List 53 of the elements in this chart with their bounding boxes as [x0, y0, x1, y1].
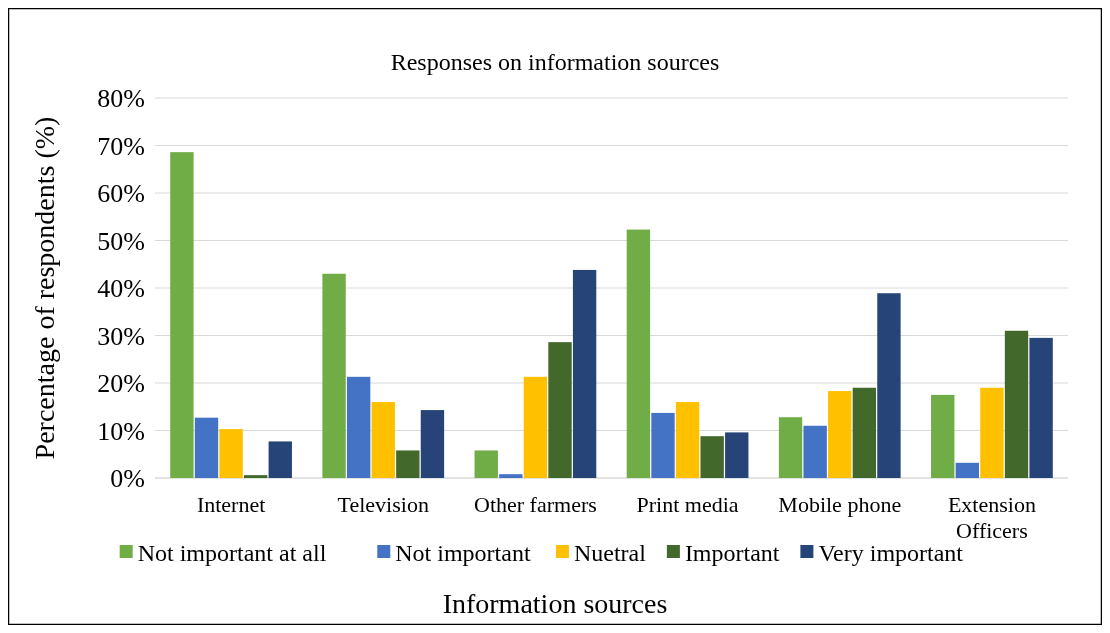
bar — [371, 402, 395, 478]
x-tick-label: Internet — [196, 492, 266, 517]
x-tick-label: Print media — [636, 492, 739, 517]
bar — [572, 269, 597, 478]
x-axis-title: Information sources — [442, 588, 668, 619]
bar — [219, 429, 243, 478]
chart-title: Responses on information sources — [390, 49, 720, 75]
bar — [523, 376, 548, 478]
bar — [548, 342, 572, 478]
y-tick-label: 60% — [97, 179, 145, 209]
bar — [675, 402, 700, 478]
bar — [1029, 337, 1053, 478]
bar — [1004, 330, 1029, 478]
bar — [626, 229, 651, 478]
bar — [955, 462, 980, 478]
y-tick-label: 50% — [97, 226, 145, 256]
y-axis-title: Percentage of respondents (%) — [29, 116, 60, 460]
legend-label: Important — [684, 540, 780, 567]
bar — [170, 152, 194, 478]
y-tick-label: 30% — [97, 321, 145, 351]
legend-label: Very important — [818, 540, 964, 567]
legend-label: Not important at all — [137, 540, 327, 567]
x-tick-label: Other farmers — [474, 492, 597, 517]
bar — [700, 436, 724, 478]
bar — [322, 273, 346, 478]
y-tick-label: 70% — [97, 131, 145, 161]
bar — [346, 376, 371, 478]
bar — [778, 417, 803, 478]
bar — [499, 474, 523, 478]
bar — [243, 475, 268, 478]
bar — [828, 391, 852, 478]
bar — [194, 417, 219, 478]
x-tick-label: Mobile phone — [778, 492, 902, 517]
x-tick-label: Television — [337, 492, 429, 517]
bar — [268, 441, 292, 478]
y-tick-label: 80% — [97, 84, 145, 114]
legend-label: Not important — [395, 540, 531, 567]
bar — [803, 425, 827, 478]
y-tick-label: 0% — [110, 464, 145, 494]
bar — [420, 410, 445, 478]
bar — [651, 412, 675, 478]
y-tick-label: 20% — [97, 369, 145, 399]
bar — [396, 450, 420, 478]
bar — [725, 432, 749, 478]
bar — [931, 394, 955, 478]
bar — [980, 387, 1004, 478]
legend-label: Nuetral — [573, 540, 647, 567]
y-tick-label: 40% — [97, 274, 145, 304]
bar — [852, 387, 877, 478]
bar — [474, 450, 498, 478]
x-tick-label: Extension Officers — [947, 492, 1036, 543]
bar — [877, 293, 901, 478]
y-tick-label: 10% — [97, 416, 145, 446]
